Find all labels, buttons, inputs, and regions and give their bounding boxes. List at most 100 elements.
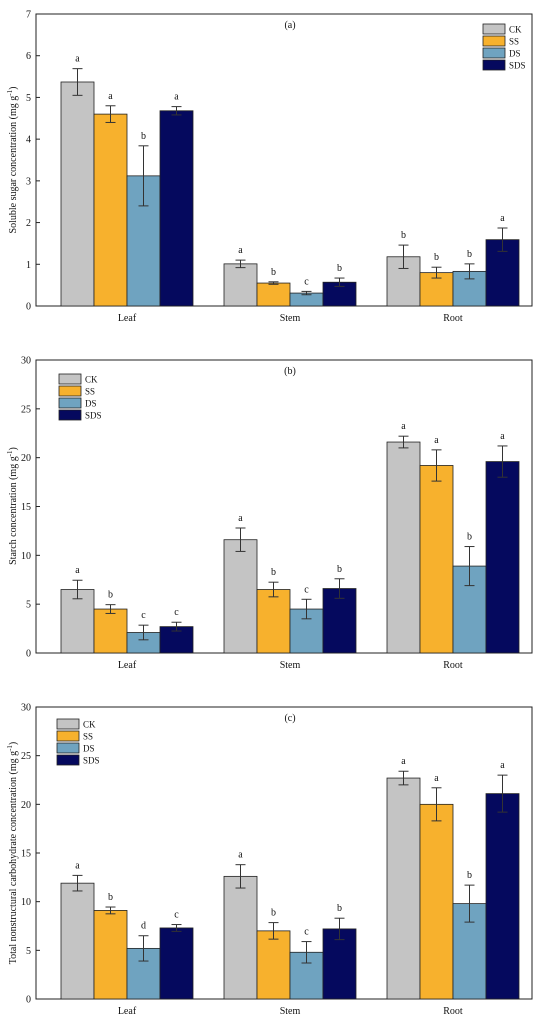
significance-letter: a [108, 91, 113, 102]
significance-letter: c [304, 584, 309, 595]
y-axis-label: Total nonstructural carbohydrate concent… [6, 742, 19, 965]
y-axis-label-close: ) [8, 742, 19, 745]
significance-letter: b [108, 590, 113, 601]
y-axis-label: Soluble sugar concentration (mg g-1) [6, 87, 19, 234]
y-tick-label: 25 [21, 404, 31, 415]
y-tick-label: 30 [21, 356, 31, 367]
bar-ss [419, 803, 454, 1000]
bar-ss [93, 608, 128, 654]
y-axis-label-close: ) [8, 87, 19, 90]
x-category-label: Stem [280, 660, 301, 671]
legend-swatch-sds [482, 59, 506, 71]
significance-letter: c [304, 276, 309, 287]
significance-letter: a [75, 565, 80, 576]
bar-sds [485, 461, 520, 654]
legend-label: SS [509, 37, 519, 47]
y-tick-label: 6 [26, 51, 31, 62]
legend-swatch-sds [56, 754, 80, 766]
bar-ss [419, 465, 454, 654]
legend-label: CK [509, 25, 522, 35]
panel-label: (b) [284, 366, 296, 377]
significance-letter: b [467, 870, 472, 881]
y-tick-label: 0 [26, 995, 31, 1006]
y-tick-label: 5 [26, 600, 31, 611]
legend-label: DS [83, 744, 95, 754]
y-axis-label-main: Soluble sugar concentration (mg g [8, 96, 19, 234]
y-axis-label-main: Total nonstructural carbohydrate concent… [8, 751, 19, 964]
significance-letter: b [271, 567, 276, 578]
legend-swatch-sds [58, 409, 82, 421]
legend-swatch-ss [58, 385, 82, 397]
bar-ds [289, 951, 324, 1000]
bar-ck [223, 875, 258, 1000]
significance-letter: a [500, 431, 505, 442]
significance-letter: b [467, 532, 472, 543]
bar-ck [223, 539, 258, 654]
x-category-label: Leaf [118, 313, 137, 324]
y-tick-label: 10 [21, 551, 31, 562]
significance-letter: a [174, 92, 179, 103]
legend-label: SS [85, 387, 95, 397]
y-tick-label: 5 [26, 93, 31, 104]
y-tick-label: 20 [21, 800, 31, 811]
significance-letter: b [141, 131, 146, 142]
y-tick-label: 0 [26, 302, 31, 313]
y-axis-label-exponent: -1 [6, 450, 14, 456]
bar-sds [485, 793, 520, 1000]
y-tick-label: 25 [21, 751, 31, 762]
y-tick-label: 0 [26, 649, 31, 660]
panel-label: (c) [284, 713, 295, 724]
y-tick-label: 20 [21, 453, 31, 464]
y-axis-label-exponent: -1 [6, 89, 14, 95]
significance-letter: b [337, 564, 342, 575]
y-axis-label-exponent: -1 [6, 745, 14, 751]
legend-label: SS [83, 732, 93, 742]
legend-swatch-ck [56, 718, 80, 730]
significance-letter: c [174, 910, 179, 921]
bar-ck [386, 777, 421, 1000]
x-category-label: Root [443, 660, 463, 671]
significance-letter: a [75, 54, 80, 65]
bar-ck [386, 441, 421, 654]
y-tick-label: 5 [26, 946, 31, 957]
significance-letter: b [271, 267, 276, 278]
y-tick-label: 15 [21, 502, 31, 513]
significance-letter: a [75, 860, 80, 871]
bar-ss [93, 113, 128, 307]
x-category-label: Stem [280, 313, 301, 324]
bar-ss [256, 930, 291, 1000]
significance-letter: a [401, 756, 406, 767]
significance-letter: c [304, 927, 309, 938]
legend-label: DS [85, 399, 97, 409]
panel-label: (a) [284, 20, 295, 31]
significance-letter: a [238, 245, 243, 256]
significance-letter: a [238, 850, 243, 861]
y-axis-label: Starch concentration (mg g-1) [6, 447, 19, 565]
bar-sds [159, 927, 194, 1000]
x-category-label: Leaf [118, 660, 137, 671]
legend-swatch-ck [58, 373, 82, 385]
legend-label: CK [83, 720, 96, 730]
bar-ss [256, 589, 291, 654]
significance-letter: d [141, 921, 146, 932]
y-tick-label: 2 [26, 218, 31, 229]
significance-letter: c [141, 610, 146, 621]
legend-label: SDS [85, 411, 102, 421]
legend-swatch-ss [482, 35, 506, 47]
bar-sds [322, 928, 357, 1000]
significance-letter: b [271, 908, 276, 919]
legend-swatch-ds [56, 742, 80, 754]
significance-letter: a [500, 760, 505, 771]
legend-swatch-ds [58, 397, 82, 409]
legend-swatch-ck [482, 23, 506, 35]
x-category-label: Root [443, 313, 463, 324]
significance-letter: a [238, 513, 243, 524]
significance-letter: a [500, 213, 505, 224]
significance-letter: b [401, 230, 406, 241]
x-category-label: Root [443, 1006, 463, 1017]
bar-ss [256, 282, 291, 307]
significance-letter: b [337, 263, 342, 274]
significance-letter: b [337, 903, 342, 914]
y-axis-label-main: Starch concentration (mg g [8, 456, 19, 565]
